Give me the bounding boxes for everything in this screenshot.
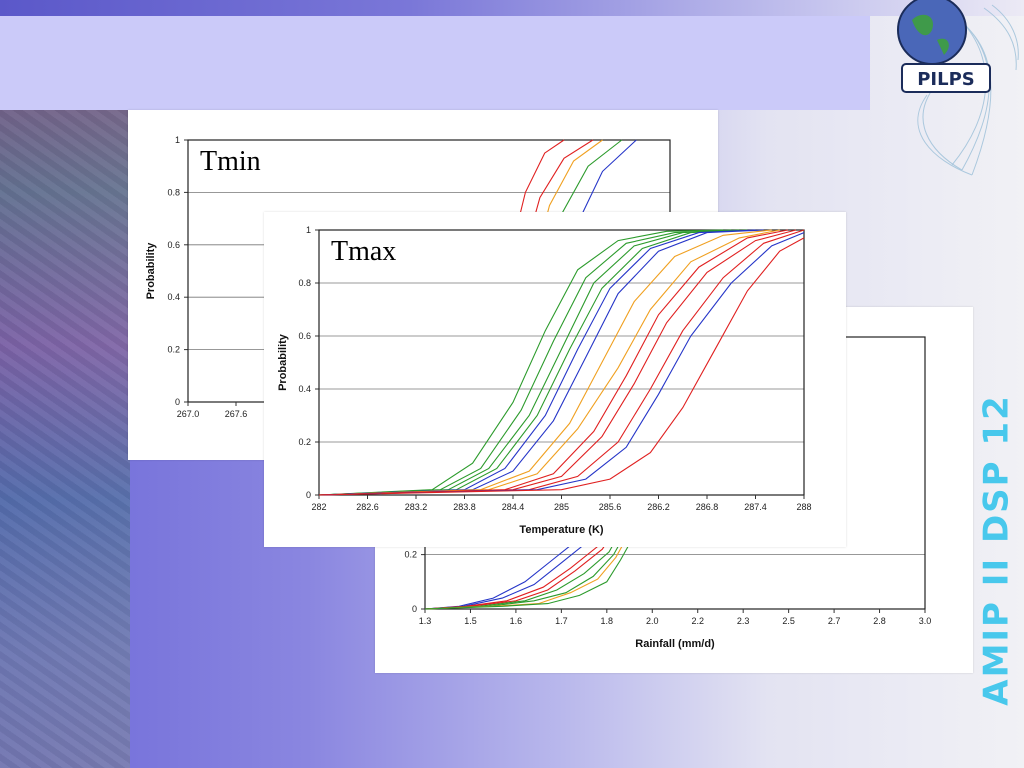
x-tick-label: 285 bbox=[554, 502, 569, 512]
cdf-series-line bbox=[318, 229, 805, 496]
title-band bbox=[0, 16, 870, 110]
background-photo-strip bbox=[0, 0, 130, 768]
y-tick-label: 0 bbox=[175, 397, 180, 407]
y-tick-label: 0.2 bbox=[298, 437, 311, 447]
tmax-chart: 0 0.2 0.4 0.6 0.8 1 282 282.6 283.2 283.8 284.4 285… bbox=[277, 225, 812, 536]
x-axis-title: Rainfall (mm/d) bbox=[635, 638, 715, 650]
x-tick-label: 284.4 bbox=[502, 502, 525, 512]
tmax-chart-panel: 0 0.2 0.4 0.6 0.8 1 282 282.6 283.2 283.8 284.4 285… bbox=[264, 212, 846, 547]
y-tick-label: 1 bbox=[306, 225, 311, 235]
pilps-logo: PILPS bbox=[897, 0, 1019, 176]
x-tick-label: 267.6 bbox=[225, 409, 248, 419]
x-tick-label: 283.8 bbox=[453, 502, 476, 512]
x-axis-title: Temperature (K) bbox=[519, 524, 603, 536]
x-tick-label: 288 bbox=[796, 502, 811, 512]
x-tick-label: 282.6 bbox=[356, 502, 379, 512]
x-tick-label: 1.6 bbox=[510, 616, 523, 626]
y-tick-label: 0.2 bbox=[404, 550, 417, 560]
cdf-series-line bbox=[318, 232, 805, 496]
y-tick-label: 0.2 bbox=[167, 345, 180, 355]
cdf-series-line bbox=[318, 229, 756, 496]
x-tick-label: 2.2 bbox=[691, 616, 704, 626]
plot-frame bbox=[318, 229, 805, 496]
y-tick-label: 0.8 bbox=[167, 187, 180, 197]
y-tick-label: 0 bbox=[412, 604, 417, 614]
cdf-series-line bbox=[318, 229, 780, 496]
cdf-series-line bbox=[318, 229, 764, 496]
y-tick-label: 0.4 bbox=[298, 384, 311, 394]
x-tick-label: 2.0 bbox=[646, 616, 659, 626]
logo-text: PILPS bbox=[917, 69, 975, 90]
cdf-series-line bbox=[318, 229, 732, 496]
x-tick-label: 286.8 bbox=[696, 502, 719, 512]
cdf-series-line bbox=[318, 237, 805, 496]
x-tick-label: 283.2 bbox=[405, 502, 428, 512]
x-tick-label: 282 bbox=[311, 502, 326, 512]
vertical-label-text: AMIP II DSP 12 bbox=[977, 394, 1018, 706]
x-tick-label: 1.7 bbox=[555, 616, 568, 626]
x-tick-label: 267.0 bbox=[177, 409, 200, 419]
y-tick-label: 0.8 bbox=[298, 278, 311, 288]
x-tick-label: 2.7 bbox=[828, 616, 841, 626]
y-axis-title: Probability bbox=[145, 242, 157, 300]
x-tick-label: 2.5 bbox=[782, 616, 795, 626]
y-tick-label: 0 bbox=[306, 490, 311, 500]
chart-label: Tmax bbox=[331, 236, 396, 267]
x-tick-label: 1.5 bbox=[464, 616, 477, 626]
y-tick-label: 0.6 bbox=[298, 331, 311, 341]
cdf-series-line bbox=[318, 229, 748, 496]
y-tick-label: 0.6 bbox=[167, 240, 180, 250]
cdf-series-line bbox=[318, 229, 788, 496]
chart-label: Tmin bbox=[200, 146, 261, 177]
x-tick-label: 285.6 bbox=[599, 502, 622, 512]
x-tick-label: 3.0 bbox=[919, 616, 932, 626]
vertical-slide-label: AMIP II DSP 12 bbox=[975, 385, 1019, 715]
cdf-series-line bbox=[318, 229, 772, 496]
y-tick-label: 0.4 bbox=[167, 292, 180, 302]
x-tick-label: 1.8 bbox=[601, 616, 614, 626]
cdf-series-line bbox=[318, 229, 740, 496]
y-axis-title: Probability bbox=[277, 333, 289, 391]
y-tick-label: 1 bbox=[175, 135, 180, 145]
x-tick-label: 287.4 bbox=[744, 502, 767, 512]
x-tick-label: 2.3 bbox=[737, 616, 750, 626]
top-gradient-bar bbox=[0, 0, 1024, 16]
x-tick-label: 1.3 bbox=[419, 616, 432, 626]
x-tick-label: 286.2 bbox=[647, 502, 670, 512]
cdf-series-line bbox=[318, 229, 797, 496]
x-tick-label: 2.8 bbox=[873, 616, 886, 626]
cdf-series-line bbox=[318, 229, 724, 496]
